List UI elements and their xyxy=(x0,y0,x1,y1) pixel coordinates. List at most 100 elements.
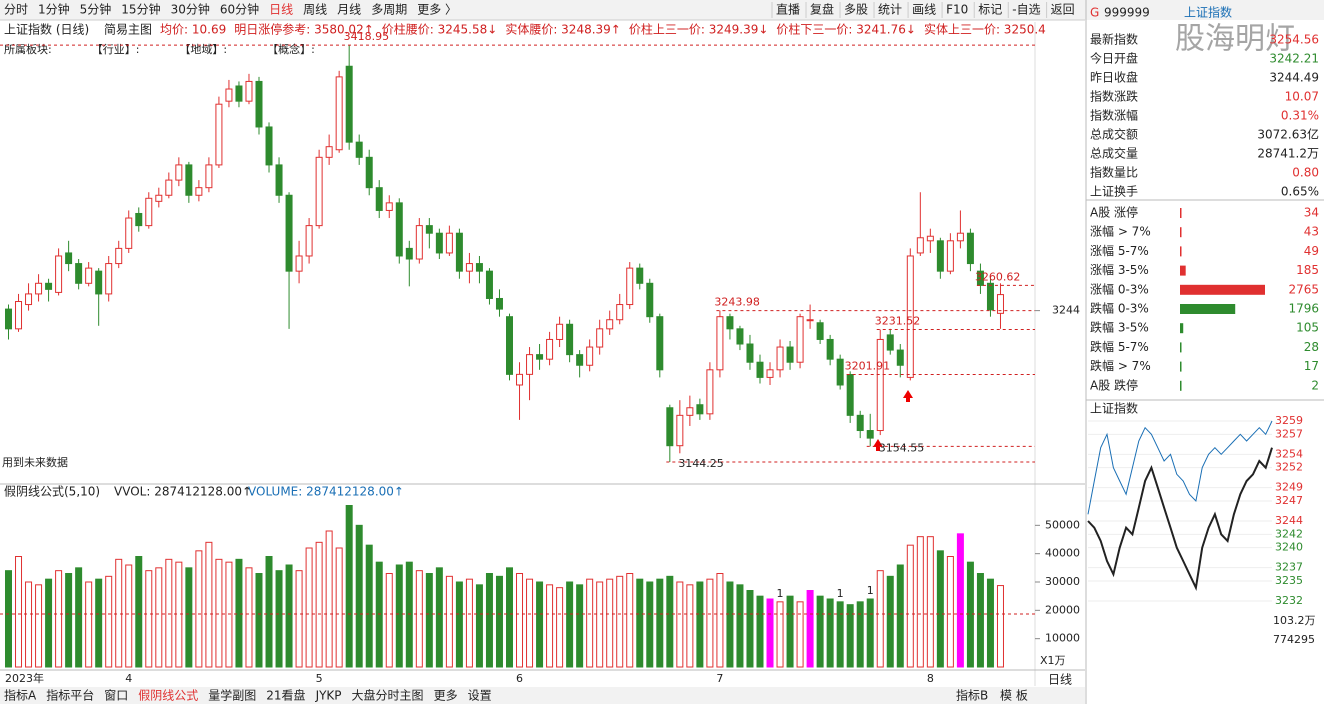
candle-body xyxy=(355,141,363,158)
volume-bar xyxy=(215,558,223,668)
candle-body xyxy=(746,343,754,363)
candle-body xyxy=(155,194,163,202)
tab[interactable]: 5分钟 xyxy=(80,2,112,17)
candle-body xyxy=(776,346,784,371)
breadth-bar xyxy=(1180,265,1186,276)
stat-label: 指数涨跌 xyxy=(1090,89,1138,104)
volume-bar xyxy=(606,578,614,668)
panel-code: G xyxy=(1090,6,1099,20)
toolbar-button[interactable]: -自选 xyxy=(1012,3,1040,17)
breadth-bar xyxy=(1180,342,1182,353)
stat-label: 指数涨幅 xyxy=(1090,108,1138,123)
bottom-tab[interactable]: 模 板 xyxy=(1000,689,1028,703)
tab[interactable]: 月线 xyxy=(337,3,361,17)
candle-body xyxy=(576,354,584,366)
candle-body xyxy=(335,76,343,151)
bottom-tab[interactable]: 设置 xyxy=(468,689,492,703)
tab[interactable]: 多周期 xyxy=(371,3,407,17)
candle-body xyxy=(235,85,243,102)
toolbar-button[interactable]: 标记 xyxy=(978,3,1002,17)
header-item: 明日涨停参考: 3580.02↑ xyxy=(234,22,374,37)
volume-bar xyxy=(395,564,403,668)
bottom-tab[interactable]: 假阴线公式 xyxy=(138,689,198,703)
tab[interactable]: 周线 xyxy=(303,3,327,17)
candle-body xyxy=(475,263,483,272)
candle-body xyxy=(636,267,644,284)
bottom-tab[interactable]: 量学副图 xyxy=(208,688,256,703)
bottom-tab[interactable]: 指标平台 xyxy=(46,688,94,703)
candle-body xyxy=(826,338,834,360)
candle-body xyxy=(295,255,303,272)
volume-bar xyxy=(536,581,544,668)
breadth-label: 涨幅 0-3% xyxy=(1090,281,1149,296)
volume-bar xyxy=(866,598,874,668)
tab[interactable]: 1分钟 xyxy=(38,2,70,17)
tab[interactable]: 日线 xyxy=(269,3,293,17)
toolbar-button[interactable]: 返回 xyxy=(1051,3,1075,17)
minute-line xyxy=(1087,420,1273,515)
candle-body xyxy=(405,247,413,260)
breadth-value: 28 xyxy=(1304,340,1319,354)
candle-body xyxy=(896,349,904,366)
y-tick-label: 3252 xyxy=(1275,461,1303,474)
candle-body xyxy=(215,103,223,166)
tab[interactable]: 60分钟 xyxy=(220,2,259,17)
volume-bar xyxy=(65,573,73,668)
stat-value: 0.80 xyxy=(1292,166,1319,180)
candle-body xyxy=(315,156,323,227)
mode[interactable]: 简易主图 xyxy=(104,23,152,37)
candle-body xyxy=(325,146,333,158)
candle-body xyxy=(485,270,493,299)
candle-body xyxy=(716,316,724,371)
breadth-label: 涨幅 5-7% xyxy=(1090,243,1149,258)
volume-bar xyxy=(716,573,724,668)
toolbar-button[interactable]: 直播 xyxy=(776,3,800,17)
breadth-value: 49 xyxy=(1304,244,1319,258)
bottom-tab[interactable]: 窗口 xyxy=(104,689,128,703)
tab[interactable]: 分时 xyxy=(4,3,28,17)
breadth-value: 43 xyxy=(1304,225,1319,239)
volume-bar xyxy=(325,530,333,668)
toolbar-button[interactable]: 复盘 xyxy=(810,2,834,17)
candle-body xyxy=(165,179,173,196)
volume-bar xyxy=(926,536,934,668)
volume-bar xyxy=(205,541,213,668)
bottom-tab[interactable]: 指标A xyxy=(4,688,37,703)
candle-body xyxy=(365,156,373,189)
bottom-tab[interactable]: 大盘分时主图 xyxy=(352,688,424,703)
stat-value: 10.07 xyxy=(1285,90,1319,104)
volume-bar xyxy=(886,575,894,668)
bottom-tab[interactable]: JYKP xyxy=(315,689,342,703)
bottom-tab[interactable]: 指标B xyxy=(956,688,988,703)
volume-bar xyxy=(596,581,604,668)
volume-bar xyxy=(546,584,554,668)
toolbar-button[interactable]: 多股 xyxy=(844,3,868,17)
candle-body xyxy=(856,414,864,432)
toolbar-button[interactable]: 统计 xyxy=(878,3,902,17)
volume-bar xyxy=(475,584,483,668)
level-label: 3243.98 xyxy=(714,296,760,309)
bottom-tab[interactable]: 21看盘 xyxy=(266,688,305,703)
breadth-value: 2 xyxy=(1311,378,1319,392)
volume-bar xyxy=(265,556,273,668)
toolbar-button[interactable]: F10 xyxy=(946,3,968,17)
x-tick-label: 5 xyxy=(316,672,323,685)
volume-bar xyxy=(656,578,664,668)
bottom-tab[interactable]: 更多 xyxy=(434,689,458,703)
header-item: 价柱腰价: 3245.58↓ xyxy=(382,22,498,37)
toolbar-button[interactable]: 画线 xyxy=(912,3,936,17)
volume-bar xyxy=(345,505,353,668)
volume-bar xyxy=(95,578,103,668)
period[interactable]: 日线 xyxy=(1048,673,1072,687)
stat-value: 3254.56 xyxy=(1269,33,1319,47)
arrow-up xyxy=(903,390,913,402)
tab[interactable]: 更多 〉 xyxy=(417,3,457,17)
tab[interactable]: 15分钟 xyxy=(121,2,160,17)
bottom-bar xyxy=(0,687,1085,704)
candle-body xyxy=(816,322,824,340)
tab[interactable]: 30分钟 xyxy=(171,2,210,17)
volume-bar xyxy=(876,570,884,668)
breadth-bar xyxy=(1180,304,1236,314)
stat-value: 28741.2万 xyxy=(1257,147,1319,161)
volume-bar xyxy=(295,570,303,668)
